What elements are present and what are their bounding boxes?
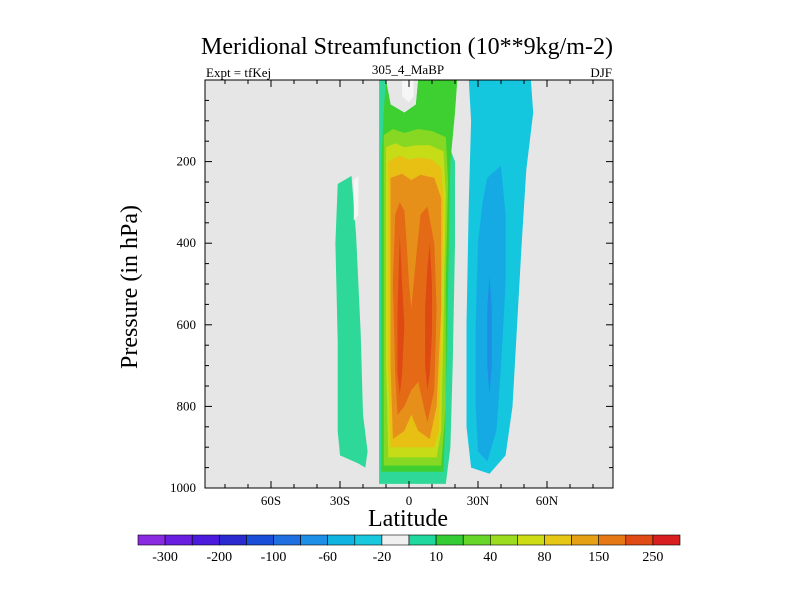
- colorbar-swatch: [517, 534, 545, 546]
- y-tick-label: 600: [177, 317, 197, 332]
- colorbar-label: 10: [429, 550, 443, 565]
- colorbar-label: 80: [538, 550, 552, 565]
- colorbar-swatch: [408, 534, 437, 546]
- colorbar-label: 40: [483, 550, 497, 565]
- colorbar-swatch: [246, 534, 274, 546]
- colorbar-swatch: [137, 534, 166, 546]
- colorbar-label: -20: [373, 550, 392, 565]
- colorbar-label: -60: [318, 550, 337, 565]
- colorbar-swatch: [598, 534, 627, 546]
- x-tick-label: 60N: [536, 493, 559, 508]
- colorbar-swatch: [489, 534, 518, 546]
- colorbar-swatch: [381, 534, 410, 546]
- contour-region-southern-pole-cell-fragment: [353, 175, 359, 221]
- colorbar-swatch: [571, 534, 599, 546]
- colorbar-swatch: [300, 534, 329, 546]
- colorbar-swatch: [219, 534, 247, 546]
- colorbar-label: -200: [206, 550, 232, 565]
- y-tick-label: 400: [177, 235, 197, 250]
- subtitle-center: 305_4_MaBP: [372, 62, 444, 77]
- contour-region-southern-weak-positive: [335, 175, 368, 468]
- colorbar-label: -100: [261, 550, 287, 565]
- colorbar-swatch: [273, 534, 301, 546]
- colorbar-swatch: [435, 534, 464, 546]
- colorbar-swatch: [327, 534, 356, 546]
- colorbar-swatch: [354, 534, 383, 546]
- y-tick-label: 1000: [170, 480, 196, 495]
- colorbar-swatch: [625, 534, 654, 546]
- colorbar-swatch: [164, 534, 193, 546]
- contour-region-hadley-level-250-south: [397, 235, 405, 395]
- colorbar-label: 250: [642, 550, 663, 565]
- colorbar-swatch: [652, 534, 681, 546]
- contour-region-ferrel-level-minus100: [487, 275, 492, 395]
- contour-region-top-white-gap: [402, 80, 414, 103]
- axis-ticks: 60S 30S 0 30N 60N 200 400 600 800 1000: [170, 80, 613, 508]
- y-tick-label: 200: [177, 154, 197, 169]
- contour-regions: [335, 80, 534, 484]
- subtitle-left: Expt = tfKej: [206, 65, 271, 80]
- colorbar-swatch: [462, 534, 491, 546]
- colorbar-swatch: [544, 534, 572, 546]
- subtitle-right: DJF: [590, 65, 612, 80]
- x-tick-label: 60S: [261, 493, 281, 508]
- colorbar-label: 150: [588, 550, 609, 565]
- x-tick-label: 0: [406, 493, 413, 508]
- x-tick-label: 30N: [467, 493, 490, 508]
- y-tick-label: 800: [177, 398, 197, 413]
- x-tick-label: 30S: [330, 493, 350, 508]
- y-axis-label: Pressure (in hPa): [117, 205, 143, 369]
- contour-region-hadley-level-250-north: [425, 243, 432, 391]
- colorbar-swatch: [191, 534, 220, 546]
- x-axis-label: Latitude: [368, 506, 448, 532]
- colorbar-label: -300: [152, 550, 178, 565]
- colorbar: -300 -200 -100 -60 -20 10 40 80 150 250: [137, 534, 681, 565]
- chart-title: Meridional Streamfunction (10**9kg/m-2): [201, 34, 613, 60]
